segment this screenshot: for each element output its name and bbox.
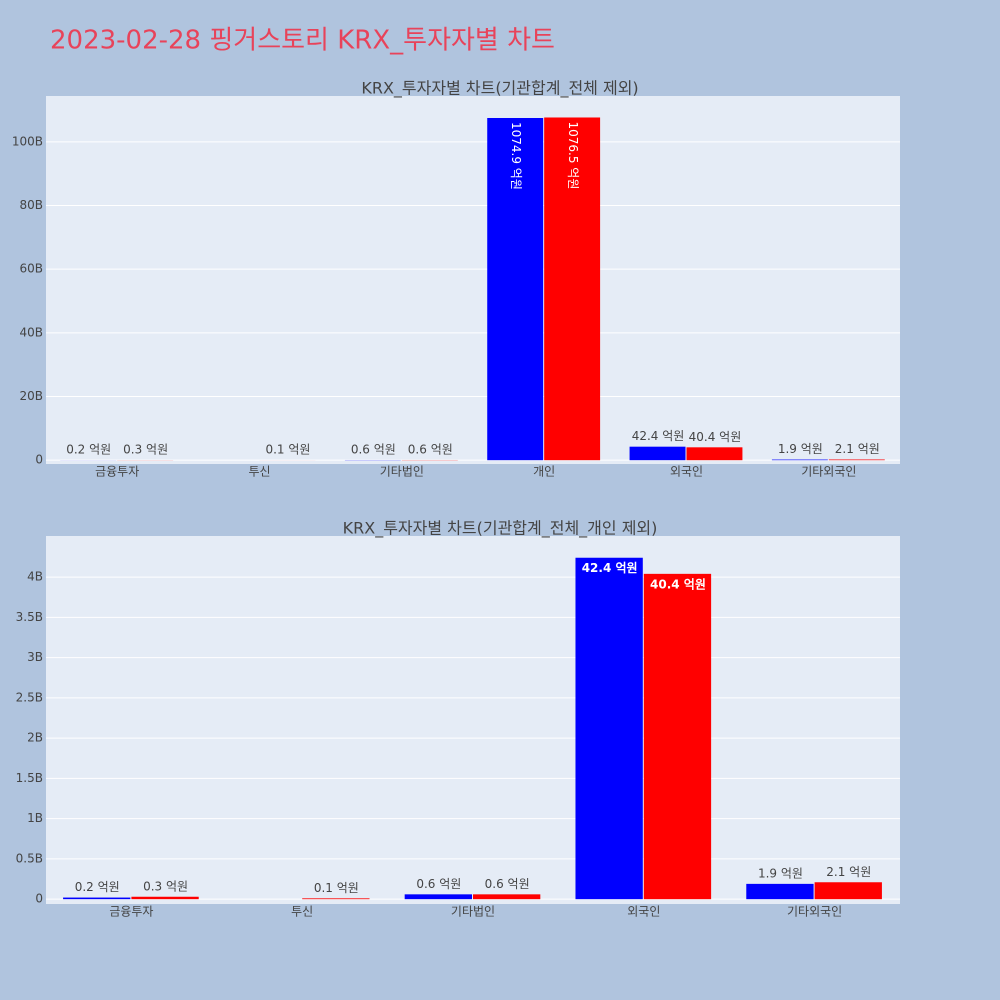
value-label: 0.2 억원 [75,880,120,894]
y-tick-label: 0 [35,453,43,467]
y-tick-label: 3B [27,650,43,664]
bar [63,897,131,900]
x-tick-label: 투신 [248,465,270,479]
bar [575,557,643,900]
value-label: 0.6 억원 [351,442,396,456]
y-tick-label: 80B [19,198,43,212]
bar [487,117,544,461]
x-tick-label: 금융투자 [95,465,139,479]
bar [771,459,828,461]
bar [131,896,199,900]
y-tick-label: 100B [12,134,43,148]
value-label: 40.4 억원 [650,577,706,591]
bar [302,898,370,900]
value-label: 2.1 억원 [826,865,871,879]
bar [473,894,541,900]
bar [544,117,601,461]
bar [814,882,882,900]
value-label: 1.9 억원 [778,442,823,456]
x-tick-label: 기타외국인 [787,905,842,919]
value-label: 42.4 억원 [632,429,685,443]
value-label: 42.4 억원 [582,561,638,575]
x-tick-label: 금융투자 [109,905,153,919]
value-label: 40.4 억원 [689,430,742,444]
chart-title: KRX_투자자별 차트(기관합계_전체_개인 제외) [343,519,658,539]
bar [629,446,686,461]
bar [746,883,814,900]
y-tick-label: 1.5B [16,771,43,785]
x-tick-label: 기타법인 [451,905,495,919]
value-label: 1074.9 억원 [509,122,523,190]
x-tick-label: 외국인 [670,465,703,479]
value-label: 0.3 억원 [123,443,168,457]
value-label: 1076.5 억원 [566,121,580,189]
plot-area [46,536,900,904]
y-tick-label: 20B [19,389,43,403]
value-label: 0.2 억원 [66,443,111,457]
y-tick-label: 1B [27,811,43,825]
y-tick-label: 3.5B [16,610,43,624]
bar [828,459,885,461]
x-tick-label: 기타외국인 [801,465,856,479]
chart-title: KRX_투자자별 차트(기관합계_전체 제외) [361,79,638,99]
x-tick-label: 투신 [291,905,313,919]
y-tick-label: 4B [27,570,43,584]
page-title: 2023-02-28 핑거스토리 KRX_투자자별 차트 [50,26,555,56]
y-tick-label: 0 [35,892,43,906]
y-tick-label: 2.5B [16,690,43,704]
plot-area [46,96,900,464]
value-label: 0.1 억원 [314,881,359,895]
y-tick-label: 0.5B [16,851,43,865]
bar [686,447,743,461]
y-tick-label: 40B [19,325,43,339]
bar [404,894,472,900]
bar [643,573,712,900]
value-label: 0.6 억원 [416,877,461,891]
value-label: 0.6 억원 [485,877,530,891]
value-label: 0.6 억원 [408,442,453,456]
x-tick-label: 기타법인 [380,465,424,479]
value-label: 0.3 억원 [143,879,188,893]
y-tick-label: 2B [27,731,43,745]
value-label: 1.9 억원 [758,866,803,880]
value-label: 0.1 억원 [265,443,310,457]
x-tick-label: 개인 [533,465,555,479]
value-label: 2.1 억원 [835,442,880,456]
x-tick-label: 외국인 [627,905,660,919]
y-tick-label: 60B [19,262,43,276]
